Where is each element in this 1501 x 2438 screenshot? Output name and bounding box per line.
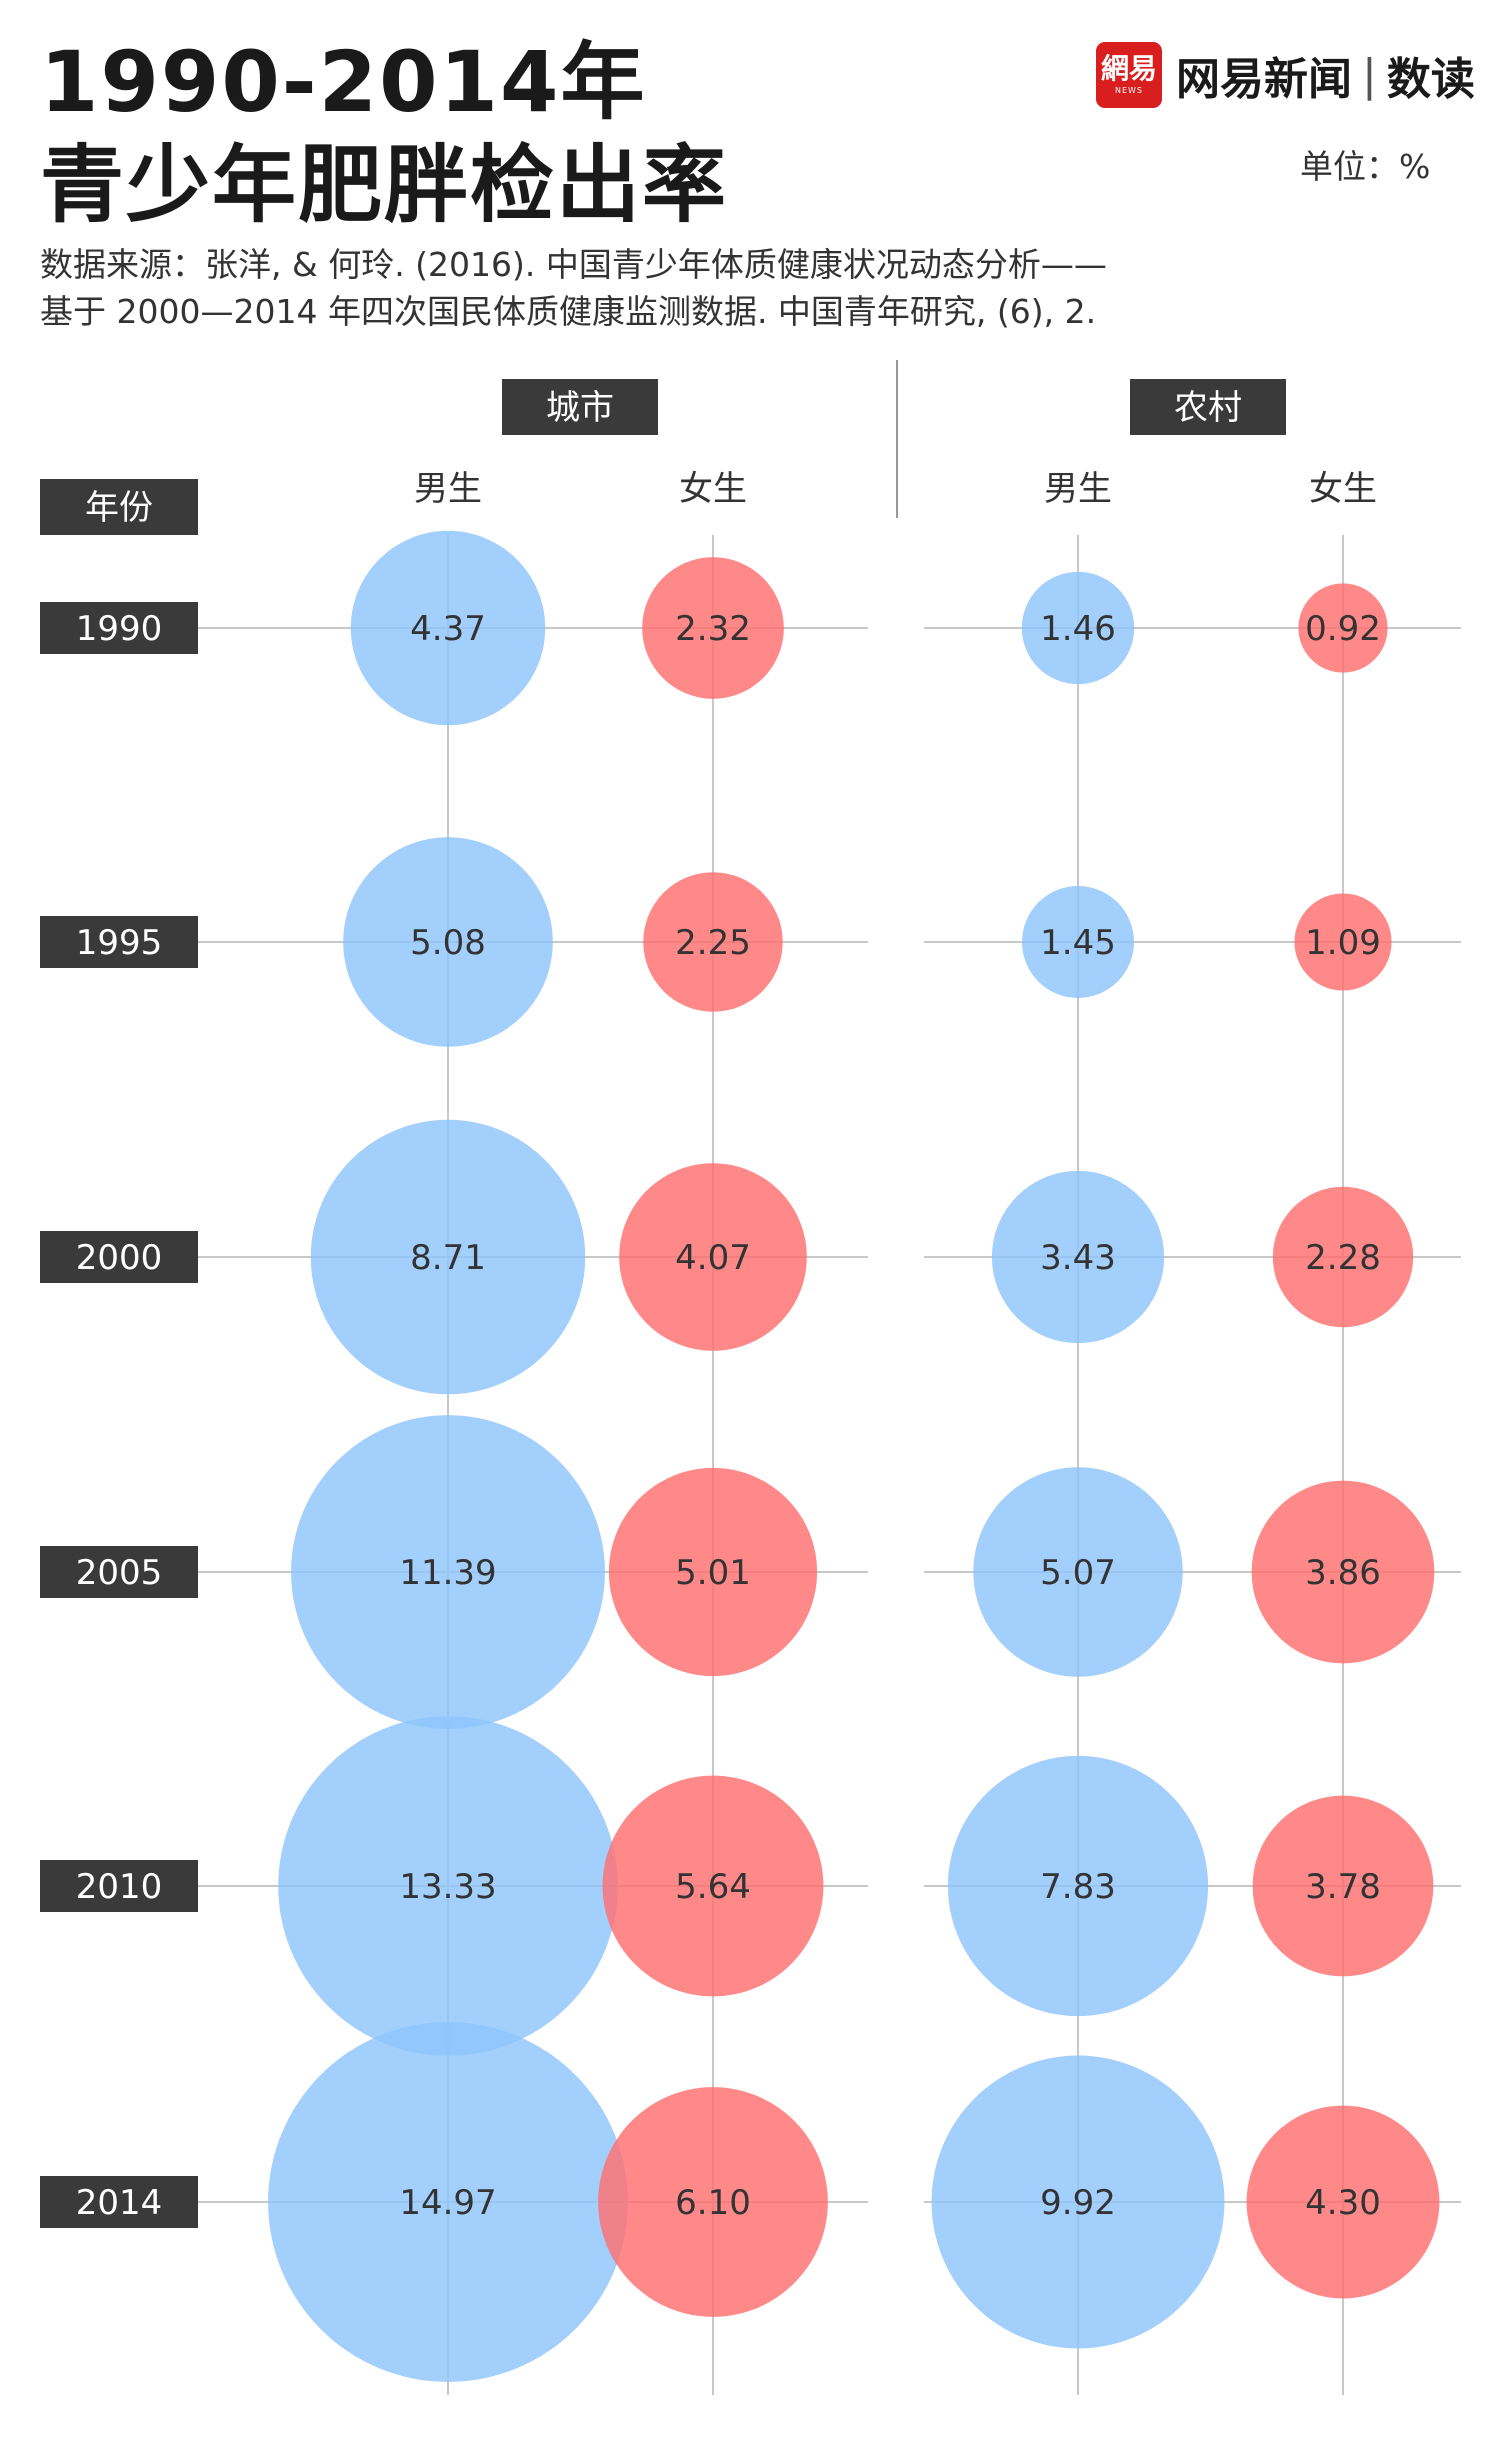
- value-label: 6.10: [675, 2183, 751, 2223]
- value-label: 11.39: [399, 1553, 496, 1593]
- bubble: [350, 530, 546, 726]
- title-line-1: 1990-2014年: [40, 33, 647, 131]
- year-label-bg: [40, 916, 198, 968]
- series-label: 女生: [679, 469, 747, 509]
- value-label: 3.43: [1040, 1238, 1116, 1278]
- logo-text: 網易: [1100, 52, 1157, 85]
- value-label: 1.09: [1305, 923, 1381, 963]
- value-label: 5.01: [675, 1553, 751, 1593]
- value-label: 4.37: [410, 609, 486, 649]
- bubble: [1246, 2105, 1440, 2299]
- series-label: 男生: [1044, 469, 1112, 509]
- value-label: 9.92: [1040, 2183, 1116, 2223]
- group-label-bg: [502, 379, 658, 435]
- logo-subtext: NEWS: [1114, 86, 1144, 95]
- year-label: 2000: [76, 1238, 163, 1278]
- bubble: [1252, 1795, 1434, 1977]
- bubble: [1021, 571, 1135, 685]
- value-label: 2.28: [1305, 1238, 1381, 1278]
- bubble: [931, 2055, 1225, 2349]
- group-label: 城市: [546, 388, 614, 428]
- bubble: [1251, 1480, 1435, 1664]
- year-label-bg: [40, 1546, 198, 1598]
- bubble: [268, 2022, 628, 2382]
- value-label: 2.25: [675, 923, 751, 963]
- value-label: 3.78: [1305, 1867, 1381, 1907]
- year-label-bg: [40, 1231, 198, 1283]
- bubble: [643, 872, 783, 1012]
- source-line-2: 基于 2000—2014 年四次国民体质健康监测数据. 中国青年研究, (6),…: [40, 292, 1097, 331]
- year-label: 1995: [76, 923, 163, 963]
- bubble: [343, 837, 553, 1047]
- bubble: [991, 1170, 1165, 1344]
- value-label: 2.32: [675, 609, 751, 649]
- unit-label: 单位：%: [1300, 147, 1431, 186]
- bubble: [291, 1415, 605, 1729]
- value-label: 7.83: [1040, 1867, 1116, 1907]
- bubble: [608, 1467, 818, 1677]
- source-line-1: 数据来源：张洋, & 何玲. (2016). 中国青少年体质健康状况动态分析——: [40, 245, 1107, 284]
- year-label-bg: [40, 1860, 198, 1912]
- brand-sub: 数读: [1386, 54, 1475, 105]
- group-label-bg: [1130, 379, 1286, 435]
- bubble: [642, 557, 784, 699]
- value-label: 8.71: [410, 1238, 486, 1278]
- value-label: 1.46: [1040, 609, 1116, 649]
- bubble: [598, 2087, 828, 2317]
- value-label: 4.07: [675, 1238, 751, 1278]
- bubble: [310, 1119, 586, 1395]
- year-header-bg: [40, 479, 198, 535]
- bubble: [947, 1755, 1209, 2017]
- value-label: 3.86: [1305, 1553, 1381, 1593]
- value-label: 5.08: [410, 923, 486, 963]
- year-label-bg: [40, 2176, 198, 2228]
- year-label: 2010: [76, 1867, 163, 1907]
- year-label-bg: [40, 602, 198, 654]
- value-label: 5.07: [1040, 1553, 1116, 1593]
- brand-separator: |: [1362, 49, 1377, 101]
- title-line-2: 青少年肥胖检出率: [40, 136, 729, 234]
- year-label: 1990: [76, 609, 163, 649]
- group-label: 农村: [1174, 388, 1242, 428]
- year-header: 年份: [85, 488, 153, 528]
- bubble: [619, 1163, 807, 1351]
- bubble: [1298, 583, 1388, 673]
- year-label: 2005: [76, 1553, 163, 1593]
- value-label: 1.45: [1040, 923, 1116, 963]
- series-label: 男生: [414, 469, 482, 509]
- value-label: 5.64: [675, 1867, 751, 1907]
- netease-news-logo-icon: 網易 NEWS: [1096, 42, 1162, 108]
- bubble: [1022, 886, 1134, 998]
- series-label: 女生: [1309, 469, 1377, 509]
- value-label: 14.97: [399, 2183, 496, 2223]
- bubble: [1294, 893, 1392, 991]
- value-label: 13.33: [399, 1867, 496, 1907]
- year-label: 2014: [76, 2183, 163, 2223]
- bubble: [278, 1716, 618, 2056]
- brand-name: 网易新闻: [1176, 54, 1352, 105]
- bubble: [1272, 1186, 1414, 1328]
- bubble: [973, 1467, 1183, 1677]
- value-label: 0.92: [1305, 609, 1381, 649]
- value-label: 4.30: [1305, 2183, 1381, 2223]
- brand: 網易 NEWS 网易新闻 | 数读: [1096, 42, 1475, 108]
- bubble: [602, 1775, 824, 1997]
